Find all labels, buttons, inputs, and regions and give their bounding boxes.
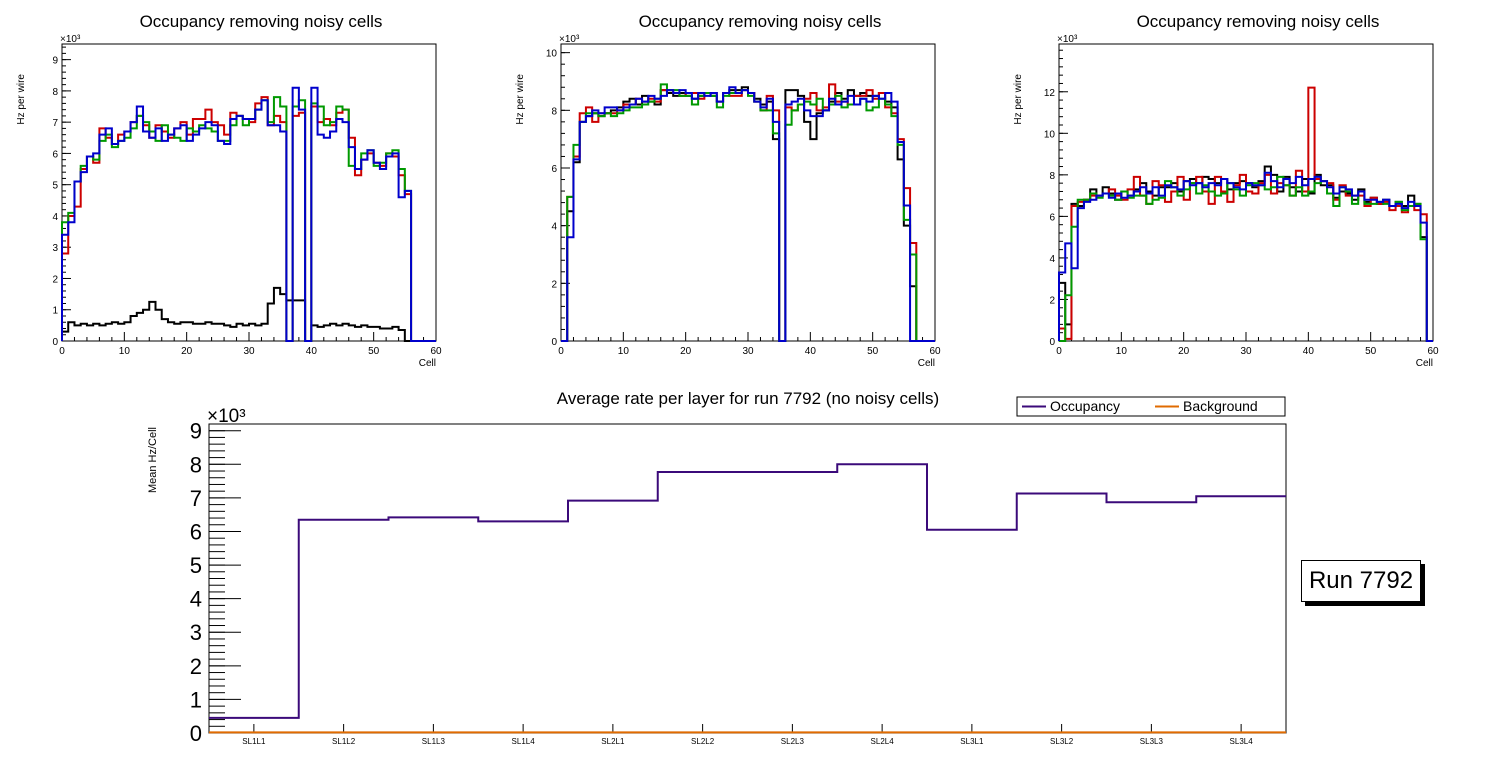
panel-2-xtick-label: 50 <box>867 346 879 357</box>
summary-category-label: SL3L2 <box>1050 737 1074 746</box>
panel-1-ytick-label: 9 <box>52 56 58 67</box>
panel-1-xlabel: Cell <box>419 358 436 369</box>
panel-1-xtick-label: 50 <box>368 346 380 357</box>
panel-1-series-layer-black <box>61 286 436 342</box>
panel-3-xtick-label: 30 <box>1240 346 1252 357</box>
panel-1-series-layer-red <box>61 96 436 342</box>
legend-label-background: Background <box>1183 398 1258 414</box>
panel-1-ylabel: Hz per wire <box>16 74 27 125</box>
panel-2-series-layer-black <box>561 86 935 342</box>
panel-2-exponent: ×10³ <box>559 34 580 45</box>
summary-category-label: SL3L4 <box>1230 737 1254 746</box>
panel-3-xtick-label: 50 <box>1365 346 1377 357</box>
panel-2-title: Occupancy removing noisy cells <box>639 12 882 31</box>
panel-3-ytick-label: 2 <box>1049 295 1055 306</box>
panel-1-xtick-label: 30 <box>243 346 255 357</box>
panel-1-ytick-label: 6 <box>52 149 58 160</box>
panel-3-series-layer-blue <box>1058 171 1433 342</box>
panel-3-xlabel: Cell <box>1416 358 1433 369</box>
panel-3-xtick-label: 0 <box>1056 346 1062 357</box>
panel-3-ytick-label: 8 <box>1049 171 1055 182</box>
panel-2-series-layer-blue <box>561 86 935 342</box>
summary-category-label: SL2L4 <box>871 737 895 746</box>
summary-category-label: SL1L1 <box>242 737 266 746</box>
panel-1-ytick-label: 5 <box>52 181 58 192</box>
summary-category-label: SL1L4 <box>512 737 536 746</box>
summary-category-label: SL1L2 <box>332 737 356 746</box>
summary-ytick-label: 6 <box>190 519 202 544</box>
legend-box <box>1016 396 1286 417</box>
panel-1-exponent: ×10³ <box>60 34 81 45</box>
legend-label-occupancy: Occupancy <box>1050 398 1120 414</box>
panel-2-xtick-label: 40 <box>805 346 817 357</box>
panel-3-title: Occupancy removing noisy cells <box>1137 12 1380 31</box>
panel-2-ytick-label: 6 <box>551 164 557 175</box>
panel-1-series-layer-blue <box>61 86 436 342</box>
panel-1-frame <box>61 43 437 342</box>
panel-1-title: Occupancy removing noisy cells <box>140 12 383 31</box>
summary-ytick-label: 1 <box>190 687 202 712</box>
summary-frame <box>208 423 1287 734</box>
panel-3-ytick-label: 4 <box>1049 254 1055 265</box>
summary-ytick-label: 3 <box>190 620 202 645</box>
panel-1-ytick-label: 0 <box>52 337 58 348</box>
panel-1-ytick-label: 2 <box>52 274 58 285</box>
summary-ytick-label: 5 <box>190 553 202 578</box>
panel-2-xlabel: Cell <box>918 358 935 369</box>
panel-3-ylabel: Hz per wire <box>1013 74 1024 125</box>
summary-ytick-label: 9 <box>190 419 202 444</box>
panel-3-exponent: ×10³ <box>1057 34 1078 45</box>
summary-ytick-label: 2 <box>190 654 202 679</box>
panel-3-xtick-label: 60 <box>1427 346 1439 357</box>
summary-ytick-label: 4 <box>190 587 202 612</box>
panel-3-xtick-label: 20 <box>1178 346 1190 357</box>
panel-1-xtick-label: 10 <box>119 346 131 357</box>
panel-2-xtick-label: 0 <box>558 346 564 357</box>
panel-3-series-layer-red <box>1058 86 1433 342</box>
panel-2-xtick-label: 20 <box>680 346 692 357</box>
panel-3-xtick-label: 10 <box>1116 346 1128 357</box>
panel-2-xtick-label: 10 <box>618 346 630 357</box>
panel-1-ytick-label: 3 <box>52 243 58 254</box>
summary-category-label: SL1L3 <box>422 737 446 746</box>
summary-series-occupancy <box>209 463 1286 719</box>
panel-3-ytick-label: 0 <box>1049 337 1055 348</box>
panel-1-ytick-label: 4 <box>52 212 58 223</box>
panel-2-ytick-label: 2 <box>551 279 557 290</box>
summary-ytick-label: 0 <box>190 721 202 746</box>
panel-2-xtick-label: 30 <box>742 346 754 357</box>
panel-2-ytick-label: 0 <box>551 337 557 348</box>
panel-3-ytick-label: 12 <box>1044 88 1056 99</box>
summary-title: Average rate per layer for run 7792 (no … <box>557 389 939 408</box>
panel-1-ytick-label: 1 <box>52 306 58 317</box>
panel-2-series-layer-red <box>561 83 935 342</box>
panel-2-ylabel: Hz per wire <box>515 74 526 125</box>
panel-3-xtick-label: 40 <box>1303 346 1315 357</box>
summary-category-label: SL2L3 <box>781 737 805 746</box>
panel-2-ytick-label: 8 <box>551 106 557 117</box>
summary-category-label: SL2L2 <box>691 737 715 746</box>
summary-ytick-label: 7 <box>190 486 202 511</box>
panel-1-xtick-label: 60 <box>430 346 442 357</box>
panel-1-ytick-label: 7 <box>52 118 58 129</box>
panel-1-xtick-label: 20 <box>181 346 193 357</box>
run-label: Run 7792 <box>1308 567 1414 594</box>
panel-1-xtick-label: 40 <box>306 346 318 357</box>
summary-category-label: SL3L1 <box>960 737 984 746</box>
panel-2-ytick-label: 4 <box>551 222 557 233</box>
summary-ylabel: Mean Hz/Cell <box>147 427 159 493</box>
run-label-box: Run 7792 <box>1301 560 1421 602</box>
panel-2-series-layer-green <box>561 83 935 342</box>
summary-exponent: ×10³ <box>207 406 246 427</box>
panel-3-ytick-label: 6 <box>1049 212 1055 223</box>
panel-2-ytick-label: 10 <box>546 49 558 60</box>
panel-2-xtick-label: 60 <box>929 346 941 357</box>
panel-1-ytick-label: 8 <box>52 87 58 98</box>
summary-ytick-label: 8 <box>190 452 202 477</box>
summary-category-label: SL3L3 <box>1140 737 1164 746</box>
summary-category-label: SL2L1 <box>601 737 625 746</box>
panel-3-ytick-label: 10 <box>1044 129 1056 140</box>
panel-1-xtick-label: 0 <box>59 346 65 357</box>
